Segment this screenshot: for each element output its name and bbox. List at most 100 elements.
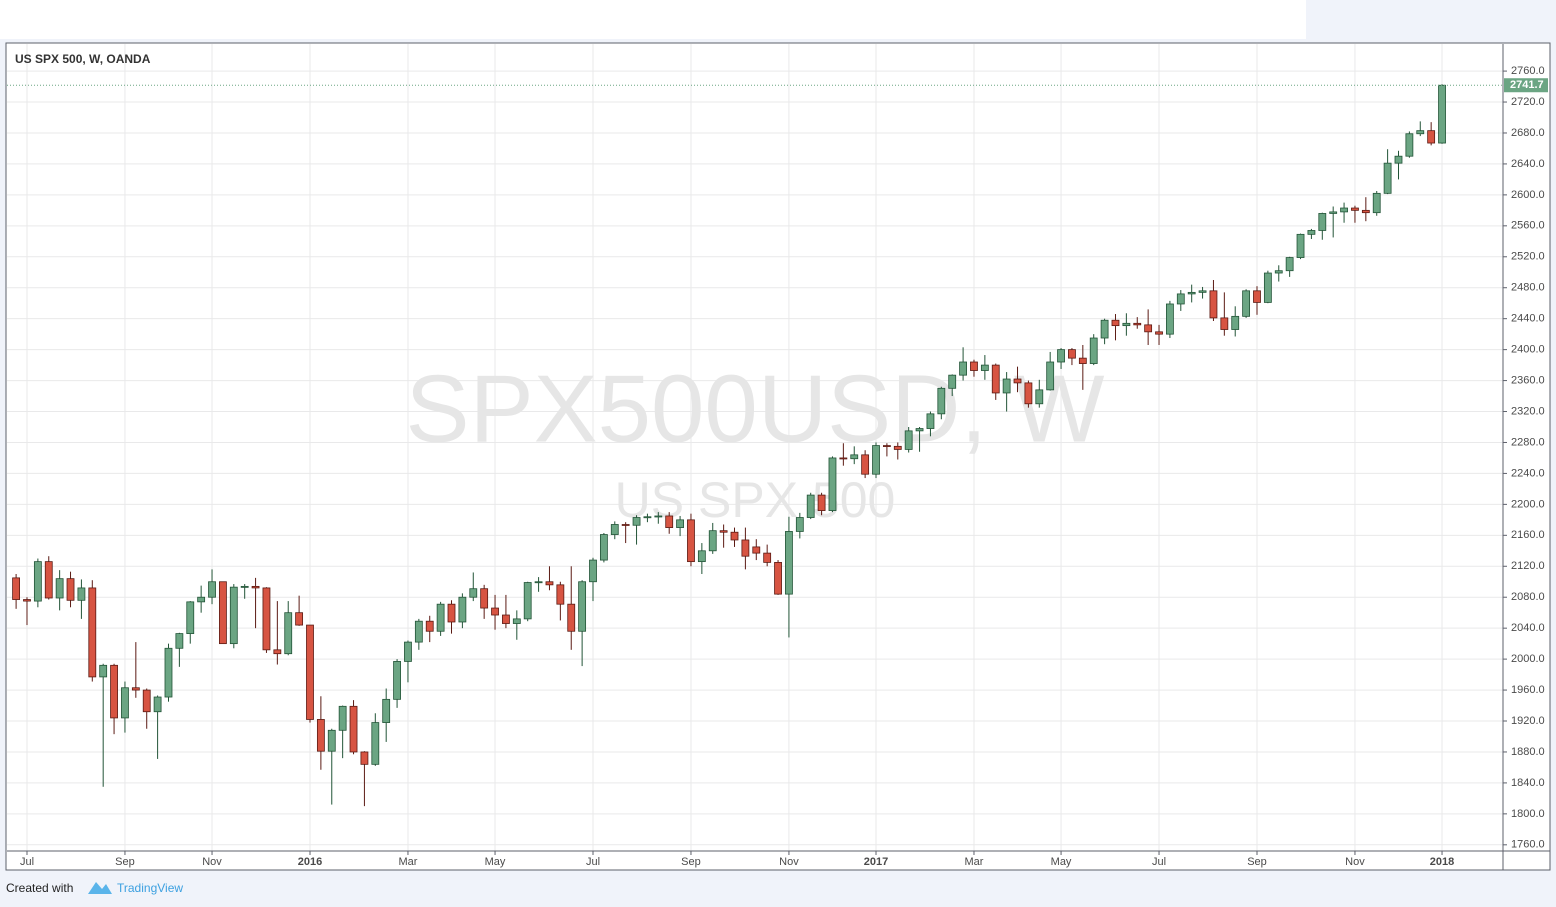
y-tick-label: 2480.0 <box>1511 282 1545 294</box>
candle-body <box>1231 315 1240 330</box>
candle-body <box>66 578 75 601</box>
candle-body <box>1166 303 1174 335</box>
candle-body <box>534 581 543 584</box>
candle-body <box>447 603 456 623</box>
y-tick-label: 2440.0 <box>1511 313 1545 325</box>
candle-body <box>502 614 510 624</box>
y-tick-label: 2640.0 <box>1511 158 1545 170</box>
candle-body <box>893 445 902 450</box>
candle-body <box>121 687 129 719</box>
candle-body <box>142 689 151 713</box>
candle-body <box>1057 349 1065 363</box>
y-tick-label: 1920.0 <box>1511 715 1545 727</box>
candle-body <box>306 624 314 720</box>
candle-body <box>610 524 619 535</box>
candle-body <box>349 705 358 753</box>
candle-body <box>1438 84 1446 144</box>
y-tick-label: 2600.0 <box>1511 189 1545 201</box>
candle-body <box>1242 290 1251 317</box>
candle-body <box>1002 378 1011 394</box>
candle-body <box>1285 257 1294 272</box>
candle-body <box>839 457 848 460</box>
candle-body <box>110 664 118 719</box>
candle-body <box>414 620 423 643</box>
candle-body <box>719 530 728 533</box>
candle-body <box>1013 378 1022 384</box>
candle-body <box>219 581 227 645</box>
candle-body <box>1198 290 1207 293</box>
y-tick-label: 2160.0 <box>1511 529 1545 541</box>
x-tick-label: Jul <box>20 856 34 868</box>
candle-body <box>458 596 467 623</box>
candle-body <box>338 705 347 731</box>
candle-body <box>12 577 21 600</box>
candle-body <box>1318 213 1327 231</box>
y-tick-label: 1760.0 <box>1511 839 1545 851</box>
candle-body <box>567 603 576 632</box>
x-tick-label: Jul <box>586 856 600 868</box>
candle-body <box>763 552 772 563</box>
candle-body <box>1078 357 1087 364</box>
grid <box>7 44 1503 851</box>
candle-body <box>1133 322 1142 326</box>
candle-body <box>240 585 249 588</box>
candle-body <box>88 587 97 678</box>
candle-body <box>654 515 663 518</box>
candle-body <box>980 364 989 371</box>
candle-body <box>741 539 750 557</box>
candle-body <box>970 361 978 371</box>
footer-brand[interactable]: TradingView <box>117 881 183 895</box>
y-tick-label: 2720.0 <box>1511 96 1545 108</box>
candle-body <box>316 719 325 752</box>
candle-body <box>175 633 184 649</box>
watermark-subtitle: US SPX 500 <box>615 472 896 528</box>
x-tick-label: Nov <box>1345 856 1365 868</box>
top-bar <box>0 0 1306 39</box>
candle-body <box>599 534 608 561</box>
candle-body <box>77 587 86 601</box>
candle-body <box>197 596 206 603</box>
chart-title: US SPX 500, W, OANDA <box>15 52 151 66</box>
candle-body <box>1361 209 1370 214</box>
candle-body <box>273 649 282 655</box>
candle-body <box>1351 207 1359 211</box>
x-tick-label: Sep <box>115 856 135 868</box>
candle-body <box>284 612 293 655</box>
candle-body <box>1329 211 1338 214</box>
candle-body <box>1046 361 1055 391</box>
candle-body <box>828 457 837 511</box>
candle-body <box>469 588 478 598</box>
candle-body <box>1340 207 1348 213</box>
candle-body <box>687 519 695 563</box>
candle-body <box>621 524 630 526</box>
candle-body <box>1220 317 1229 330</box>
candle-body <box>480 588 489 609</box>
candle-body <box>872 445 880 475</box>
candle-body <box>937 387 946 415</box>
x-tick-label: Sep <box>1247 856 1267 868</box>
last-price-box <box>1504 78 1548 93</box>
last-price-label: 2741.7 <box>1510 79 1544 91</box>
candle-body <box>915 428 924 432</box>
candle-body <box>55 578 64 599</box>
y-tick-label: 2760.0 <box>1511 65 1545 77</box>
candle-body <box>665 515 674 528</box>
candle-body <box>153 696 162 713</box>
candle-body <box>360 751 369 765</box>
y-tick-label: 1960.0 <box>1511 684 1545 696</box>
x-tick-label: Jul <box>1152 856 1166 868</box>
y-tick-label: 2400.0 <box>1511 344 1545 356</box>
candle-body <box>1394 155 1403 164</box>
candle-body <box>208 581 216 598</box>
footer-text: Created with <box>6 881 73 895</box>
x-tick-label: May <box>1051 856 1072 868</box>
candle-body <box>425 620 434 632</box>
candle-body <box>44 561 53 599</box>
candle-body <box>1176 293 1185 305</box>
candle-body <box>1024 382 1033 405</box>
candle-body <box>850 454 859 460</box>
candle-body <box>1427 130 1436 144</box>
y-tick-label: 2320.0 <box>1511 405 1545 417</box>
candle-body <box>512 618 521 624</box>
candle-body <box>1253 290 1261 303</box>
